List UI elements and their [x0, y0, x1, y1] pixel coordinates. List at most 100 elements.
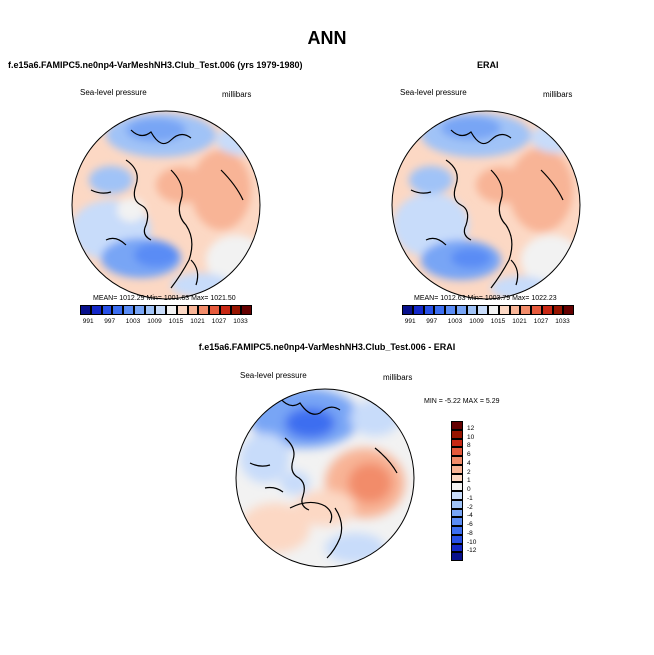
colorbar-swatch — [451, 429, 463, 439]
colorbar-tick-label: 1033 — [555, 318, 570, 325]
colorbar-swatch — [112, 305, 123, 315]
colorbar-tick-label: 1021 — [512, 318, 527, 325]
colorbar-tick-label: 1003 — [125, 318, 141, 325]
colorbar-tick-label: 12 — [467, 424, 475, 432]
variable-label-diff: Sea-level pressure — [240, 371, 307, 380]
colorbar-tick-label: 1027 — [211, 318, 227, 325]
colorbar-swatch — [123, 305, 134, 315]
units-label-test: millibars — [222, 90, 252, 99]
page-title: ANN — [307, 28, 347, 48]
colorbar-tick-label: 1021 — [190, 318, 205, 325]
colorbar-swatch — [402, 305, 413, 315]
colorbar-swatch — [552, 305, 564, 315]
colorbar-tick-label: -8 — [467, 529, 473, 537]
colorbar-swatch — [198, 305, 209, 315]
colorbar-tick-label: 2 — [467, 468, 471, 476]
colorbar-diff — [451, 421, 463, 561]
colorbar-tick-label: -1 — [467, 494, 473, 502]
colorbar-tick-label: 1003 — [447, 318, 463, 325]
colorbar-ticks-obs: 991 997 1003 1009 1015 1021 1027 1033 — [402, 318, 574, 328]
colorbar-swatch — [451, 534, 463, 544]
colorbar-tick-label: 6 — [467, 451, 471, 458]
colorbar-swatch — [451, 552, 463, 561]
colorbar-swatch — [434, 305, 445, 315]
colorbar-swatch — [477, 305, 488, 315]
colorbar-swatch — [80, 305, 91, 315]
colorbar-tick-label: 8 — [467, 442, 471, 450]
colorbar-tick-label: -6 — [467, 521, 473, 528]
colorbar-swatch — [155, 305, 166, 315]
colorbar-swatch — [466, 305, 478, 315]
colorbar-ticks-test: 991 997 1003 1009 1015 1021 1027 1033 — [80, 318, 252, 328]
colorbar-swatch — [451, 517, 463, 526]
colorbar-tick-label: 1 — [467, 477, 471, 485]
colorbar-swatch — [451, 456, 463, 465]
colorbar-swatch — [451, 499, 463, 509]
polar-map-diff — [235, 388, 415, 568]
colorbar-swatch — [166, 305, 177, 315]
colorbar-swatch — [488, 305, 499, 315]
panel-title-obs: ERAI — [477, 60, 499, 70]
colorbar-tick-label: -12 — [467, 547, 477, 555]
colorbar-swatch — [451, 482, 463, 491]
colorbar-tick-label: 1027 — [533, 318, 549, 325]
colorbar-swatch — [241, 305, 252, 315]
colorbar-tick-label: 997 — [426, 318, 438, 325]
colorbar-tick-label: 4 — [467, 459, 471, 467]
stats-test: MEAN= 1012.29 Min= 1001.63 Max= 1021.50 — [93, 295, 236, 302]
colorbar-test — [80, 305, 252, 315]
panel-title-diff: f.e15a6.FAMIPC5.ne0np4-VarMeshNH3.Club_T… — [198, 342, 456, 352]
colorbar-swatch — [451, 464, 463, 474]
colorbar-swatch — [451, 421, 463, 430]
colorbar-swatch — [451, 508, 463, 518]
colorbar-tick-label: 997 — [104, 318, 116, 325]
colorbar-swatch — [451, 447, 463, 456]
colorbar-swatch — [509, 305, 521, 315]
colorbar-swatch — [187, 305, 199, 315]
colorbar-tick-label: 991 — [404, 318, 416, 325]
colorbar-tick-label: 10 — [467, 433, 475, 441]
colorbar-swatch — [90, 305, 102, 315]
colorbar-swatch — [455, 305, 467, 315]
colorbar-swatch — [451, 438, 463, 448]
variable-label-test: Sea-level pressure — [80, 88, 147, 97]
colorbar-tick-label: -4 — [467, 512, 473, 520]
colorbar-tick-label: 1033 — [233, 318, 248, 325]
colorbar-swatch — [451, 473, 463, 483]
colorbar-swatch — [531, 305, 542, 315]
variable-label-obs: Sea-level pressure — [400, 88, 467, 97]
polar-map-obs — [391, 110, 581, 300]
colorbar-swatch — [176, 305, 188, 315]
colorbar-tick-label: -2 — [467, 503, 473, 511]
colorbar-tick-label: -10 — [467, 538, 477, 546]
colorbar-swatch — [230, 305, 242, 315]
colorbar-tick-label: 991 — [82, 318, 94, 325]
colorbar-swatch — [144, 305, 156, 315]
stats-obs: MEAN= 1012.63 Min= 1003.79 Max= 1022.23 — [414, 295, 557, 302]
units-label-diff: millibars — [383, 373, 413, 382]
colorbar-swatch — [520, 305, 531, 315]
colorbar-tick-label: 1015 — [490, 318, 506, 325]
colorbar-tick-label: 0 — [467, 486, 471, 493]
units-label-obs: millibars — [543, 90, 573, 99]
colorbar-swatch — [541, 305, 553, 315]
colorbar-swatch — [445, 305, 456, 315]
stats-diff: MIN = -5.22 MAX = 5.29 — [424, 398, 500, 405]
colorbar-swatch — [451, 491, 463, 500]
colorbar-swatch — [412, 305, 424, 315]
polar-map-test — [71, 110, 261, 300]
colorbar-tick-label: 1009 — [147, 318, 162, 325]
colorbar-swatch — [498, 305, 510, 315]
colorbar-ticks-diff: 12 10 8 6 4 2 1 0 -1 -2 -4 -6 -8 -10 -12 — [467, 421, 497, 561]
colorbar-swatch — [563, 305, 574, 315]
colorbar-swatch — [423, 305, 435, 315]
colorbar-swatch — [209, 305, 220, 315]
colorbar-swatch — [219, 305, 231, 315]
colorbar-swatch — [451, 526, 463, 535]
colorbar-tick-label: 1009 — [469, 318, 484, 325]
colorbar-tick-label: 1015 — [168, 318, 184, 325]
panel-title-test: f.e15a6.FAMIPC5.ne0np4-VarMeshNH3.Club_T… — [8, 60, 303, 70]
colorbar-swatch — [451, 543, 463, 553]
colorbar-swatch — [101, 305, 113, 315]
colorbar-swatch — [133, 305, 145, 315]
